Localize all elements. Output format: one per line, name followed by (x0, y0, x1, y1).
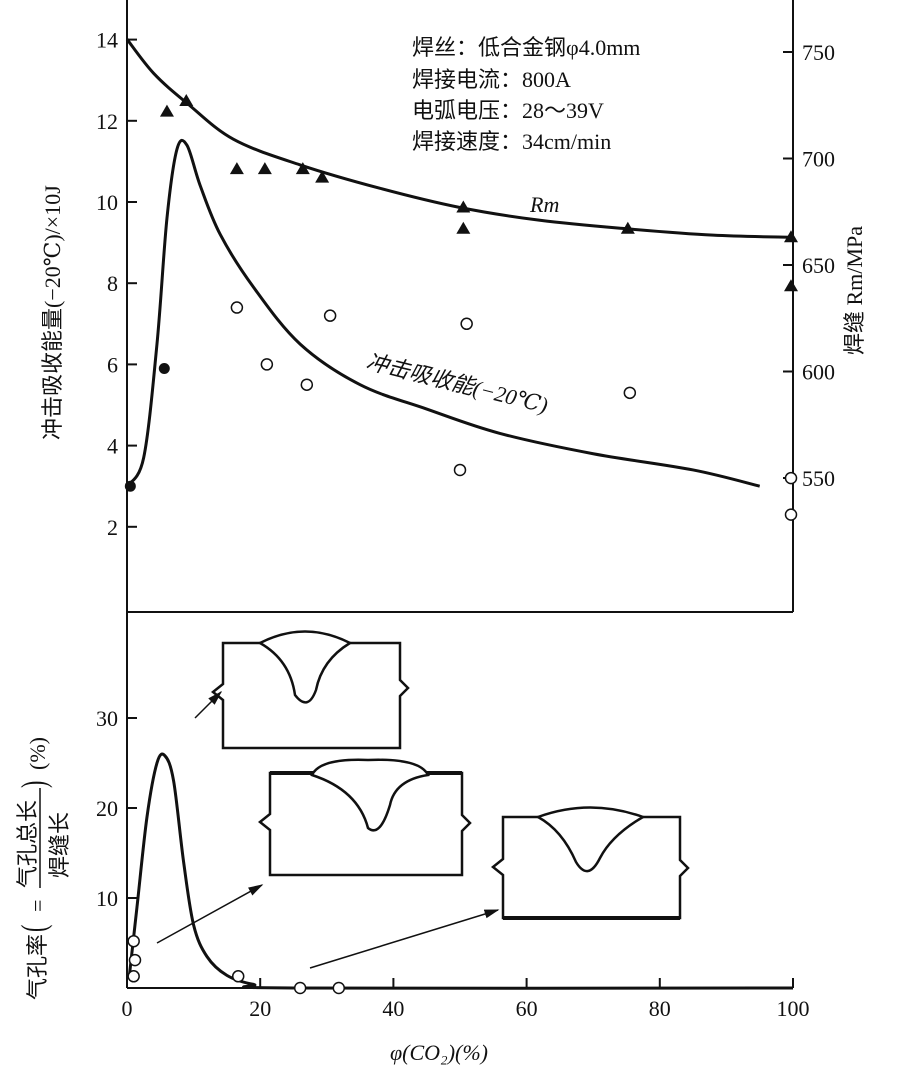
rm-point-triangle (784, 279, 799, 292)
porosity-point (128, 953, 142, 967)
y-axis-label-bottom: 气孔率 ( = 气孔总长 焊缝长 ) (%) (15, 737, 72, 1000)
impact-point-open (323, 309, 337, 322)
arrow-to-inset-2 (156, 884, 264, 944)
welding-conditions-note: 焊丝：低合金钢φ4.0mm 焊接电流：800A 电弧电压：28～39V 焊接速度… (412, 35, 640, 154)
porosity-point (332, 981, 346, 995)
rm-point-triangle (257, 162, 272, 175)
svg-text:=: = (25, 900, 50, 912)
tick-label: 100 (777, 996, 810, 1021)
tick-label: 10 (96, 886, 118, 911)
svg-text:焊丝：低合金钢φ4.0mm: 焊丝：低合金钢φ4.0mm (412, 35, 640, 60)
rm-curve-label: Rm (529, 192, 559, 217)
rm-point-triangle (295, 162, 310, 175)
rm-point-triangle (315, 170, 330, 183)
tick-label: 0 (122, 996, 133, 1021)
impact-point-open (784, 508, 798, 521)
rm-point-triangle (229, 162, 244, 175)
tick-label: 12 (96, 109, 118, 134)
svg-text:焊缝长: 焊缝长 (47, 812, 72, 878)
tick-label: 60 (516, 996, 538, 1021)
porosity-curve (127, 752, 794, 990)
impact-curve (125, 138, 761, 488)
impact-point-open (460, 317, 473, 331)
svg-text:气孔率: 气孔率 (25, 934, 50, 1000)
porosity-point (231, 970, 245, 983)
impact-point-filled (124, 480, 136, 492)
impact-point-filled (158, 362, 170, 374)
impact-point-open (623, 386, 637, 400)
impact-point-open (230, 301, 244, 314)
bottom-y-axis-ticks: 10 20 30 (96, 706, 137, 911)
svg-text:气孔总长: 气孔总长 (15, 800, 40, 888)
tick-label: 8 (107, 271, 118, 296)
tick-label: 80 (649, 996, 671, 1021)
series-layer (124, 38, 799, 995)
tick-label: 700 (802, 147, 835, 172)
weld-section-inset-2 (257, 758, 472, 877)
svg-text:电弧电压：28～39V: 电弧电压：28～39V (412, 98, 604, 123)
svg-text:焊接速度：34cm/min: 焊接速度：34cm/min (412, 129, 611, 154)
rm-point-triangle (179, 93, 194, 106)
porosity-point (293, 981, 307, 995)
impact-point-open (453, 463, 467, 477)
y-axis-label-left: 冲击吸收能量(−20℃)/×10J (40, 185, 65, 440)
tick-label: 2 (107, 515, 118, 540)
tick-label: 20 (96, 796, 118, 821)
impact-point-open (300, 378, 314, 391)
tick-label: 650 (802, 253, 835, 278)
svg-text:(%): (%) (25, 737, 50, 770)
svg-text:焊接电流：800A: 焊接电流：800A (412, 67, 571, 92)
left-axis-ticks: 2 4 6 8 10 12 14 (96, 28, 137, 540)
rm-point-triangle (620, 221, 635, 234)
arrow-to-inset-3 (309, 909, 500, 969)
tick-label: 550 (802, 466, 835, 491)
weld-section-inset-1 (210, 630, 410, 750)
tick-label: 30 (96, 706, 118, 731)
impact-point-open (260, 358, 274, 371)
weld-section-inset-3 (490, 806, 690, 920)
tick-label: 600 (802, 360, 835, 385)
impact-curve-label: 冲击吸收能(−20℃) (364, 349, 551, 418)
rm-point-triangle (784, 230, 799, 243)
tick-label: 40 (382, 996, 404, 1021)
tick-label: 10 (96, 190, 118, 215)
rm-point-triangle (456, 200, 471, 213)
rm-point-triangle (159, 104, 174, 117)
y-axis-label-right: 焊缝 Rm/MPa (842, 226, 867, 355)
porosity-point (127, 934, 140, 948)
tick-label: 6 (107, 352, 118, 377)
right-axis-ticks: 550 600 650 700 750 (783, 40, 835, 491)
tick-label: 4 (107, 434, 118, 459)
x-axis-label: φ(CO₂)(%) (390, 1040, 488, 1065)
arrow-to-inset-1 (194, 690, 223, 719)
porosity-point (127, 970, 140, 983)
inset-arrows (156, 690, 500, 969)
tick-label: 20 (249, 996, 271, 1021)
svg-text:(: ( (15, 925, 53, 932)
impact-point-open (784, 471, 798, 485)
x-axis-ticks: 0 20 40 60 80 100 (122, 978, 810, 1021)
rm-point-triangle (456, 221, 471, 234)
tick-label: 750 (802, 40, 835, 65)
svg-text:): ) (15, 781, 53, 788)
tick-label: 14 (96, 28, 118, 53)
